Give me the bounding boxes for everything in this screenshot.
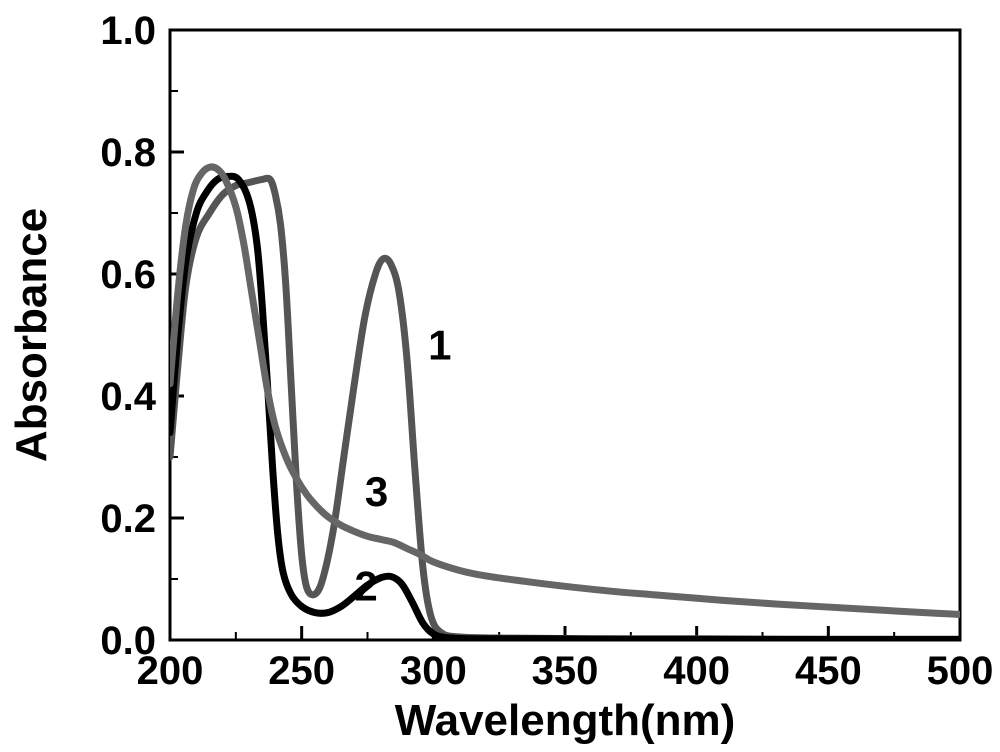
- series-annotation: 3: [365, 468, 388, 515]
- series-annotation: 1: [428, 321, 451, 368]
- x-tick-label: 250: [268, 649, 335, 693]
- y-axis-title: Absorbance: [7, 208, 56, 462]
- x-tick-label: 400: [663, 649, 730, 693]
- chart-canvas: 2002503003504004505000.00.20.40.60.81.0W…: [0, 0, 1000, 752]
- x-tick-label: 450: [795, 649, 862, 693]
- x-tick-label: 300: [400, 649, 467, 693]
- x-tick-label: 350: [532, 649, 599, 693]
- y-tick-label: 0.8: [100, 131, 156, 175]
- series-series2: [170, 176, 960, 639]
- y-tick-label: 0.2: [100, 497, 156, 541]
- series-series1: [170, 178, 960, 639]
- x-axis-title: Wavelength(nm): [395, 696, 736, 745]
- y-tick-label: 0.6: [100, 253, 156, 297]
- x-tick-label: 500: [927, 649, 994, 693]
- series-annotation: 2: [354, 562, 377, 609]
- y-tick-label: 1.0: [100, 9, 156, 53]
- absorbance-chart: 2002503003504004505000.00.20.40.60.81.0W…: [0, 0, 1000, 752]
- y-tick-label: 0.0: [100, 619, 156, 663]
- y-tick-label: 0.4: [100, 375, 156, 419]
